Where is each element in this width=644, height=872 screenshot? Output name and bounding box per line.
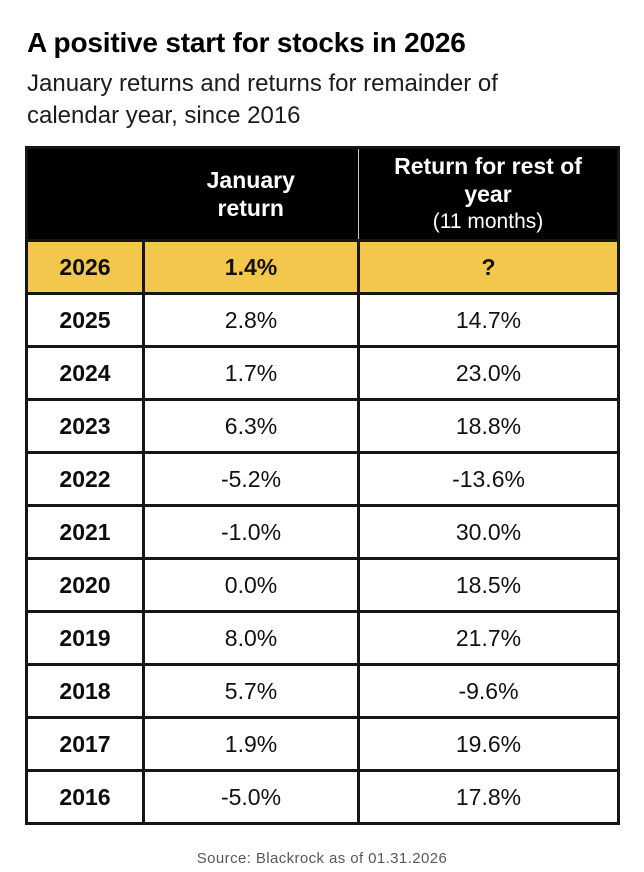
january-return-cell: 5.7%: [142, 663, 360, 719]
table-row-2025: 2025 2.8% 14.7%: [25, 292, 620, 348]
table-row-2023: 2023 6.3% 18.8%: [25, 398, 620, 454]
year-cell: 2021: [25, 504, 145, 560]
table-row-2026: 2026 1.4% ?: [25, 239, 620, 295]
january-return-cell: 1.9%: [142, 716, 360, 772]
rest-of-year-cell: 17.8%: [357, 769, 620, 825]
rest-of-year-cell: -13.6%: [357, 451, 620, 507]
header-rest-line1: Return for rest of: [394, 153, 582, 179]
year-cell: 2020: [25, 557, 145, 613]
table-row-2018: 2018 5.7% -9.6%: [25, 663, 620, 719]
page-title: A positive start for stocks in 2026: [27, 27, 466, 58]
year-cell: 2019: [25, 610, 145, 666]
header-january-return-cell: January return: [143, 147, 359, 241]
year-cell: 2018: [25, 663, 145, 719]
rest-of-year-cell: 21.7%: [357, 610, 620, 666]
january-return-cell: 0.0%: [142, 557, 360, 613]
rest-of-year-cell: 19.6%: [357, 716, 620, 772]
january-return-cell: 8.0%: [142, 610, 360, 666]
header-rest-subtext: (11 months): [432, 210, 544, 233]
year-cell: 2016: [25, 769, 145, 825]
january-return-cell: -1.0%: [142, 504, 360, 560]
year-cell: 2017: [25, 716, 145, 772]
header-january-line1: January: [206, 167, 295, 193]
source-note: Source: Blackrock as of 01.31.2026: [196, 850, 448, 867]
header-rest-of-year-cell: Return for rest of year (11 months): [358, 147, 619, 241]
table-row-2024: 2024 1.7% 23.0%: [25, 345, 620, 401]
rest-of-year-cell: 18.8%: [357, 398, 620, 454]
january-return-cell: 1.7%: [142, 345, 360, 401]
page-subtitle: January returns and returns for remainde…: [27, 70, 498, 129]
year-cell: 2025: [25, 292, 145, 348]
header-january-line2: return: [217, 195, 284, 221]
table-row-2020: 2020 0.0% 18.5%: [25, 557, 620, 613]
year-cell: 2022: [25, 451, 145, 507]
table-row-2021: 2021 -1.0% 30.0%: [25, 504, 620, 560]
table-row-2019: 2019 8.0% 21.7%: [25, 610, 620, 666]
rest-of-year-cell: 23.0%: [357, 345, 620, 401]
rest-of-year-cell: -9.6%: [357, 663, 620, 719]
rest-of-year-cell: 30.0%: [357, 504, 620, 560]
returns-table: January return Return for rest of year (…: [25, 146, 620, 825]
table-row-2022: 2022 -5.2% -13.6%: [25, 451, 620, 507]
january-return-cell: 2.8%: [142, 292, 360, 348]
year-cell: 2023: [25, 398, 145, 454]
table-row-2017: 2017 1.9% 19.6%: [25, 716, 620, 772]
header-year-cell: [26, 147, 144, 241]
rest-of-year-cell: 14.7%: [357, 292, 620, 348]
january-return-cell: -5.2%: [142, 451, 360, 507]
year-cell: 2024: [25, 345, 145, 401]
january-return-cell: 1.4%: [142, 239, 360, 295]
table-row-2016: 2016 -5.0% 17.8%: [25, 769, 620, 825]
january-return-cell: 6.3%: [142, 398, 360, 454]
year-cell: 2026: [25, 239, 145, 295]
rest-of-year-cell: ?: [357, 239, 620, 295]
table-header-row: January return Return for rest of year (…: [26, 147, 619, 241]
january-return-cell: -5.0%: [142, 769, 360, 825]
header-rest-line2: year: [464, 181, 512, 207]
rest-of-year-cell: 18.5%: [357, 557, 620, 613]
